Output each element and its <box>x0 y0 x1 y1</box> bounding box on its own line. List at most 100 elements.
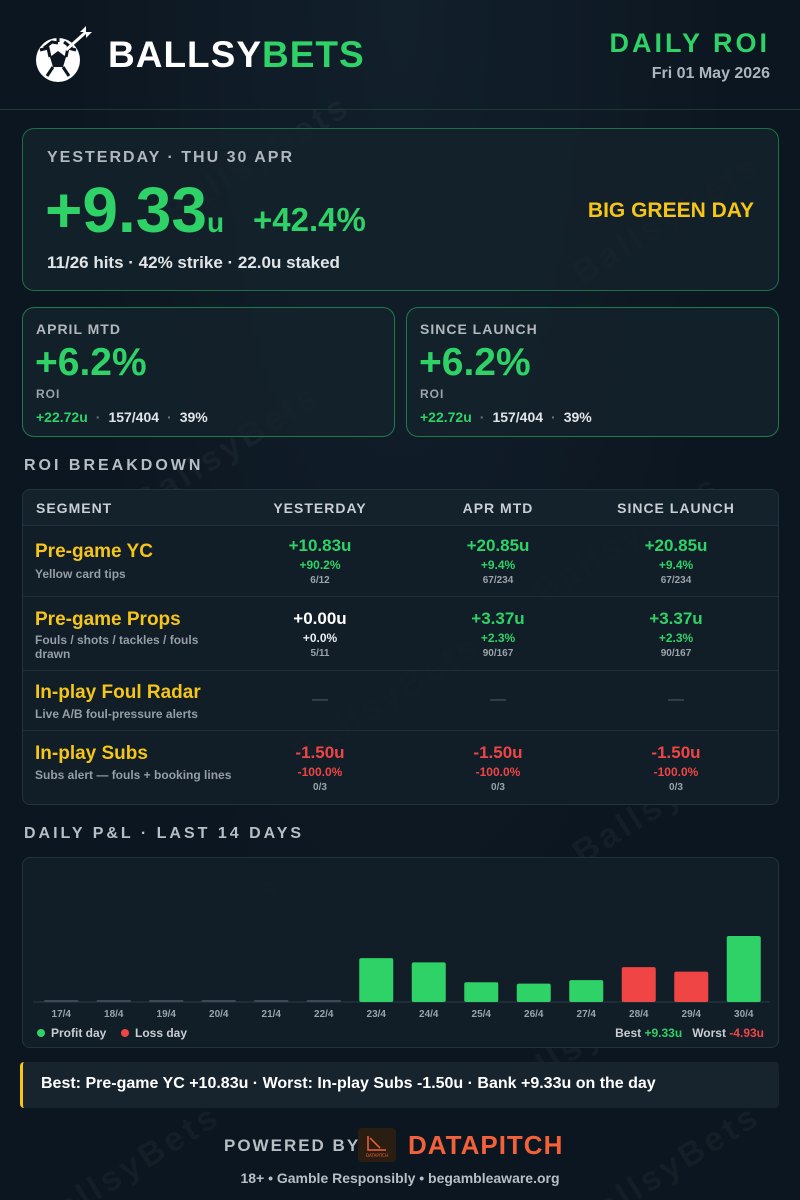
cell-percent: +0.0% <box>302 631 338 645</box>
cell-hits: 0/3 <box>313 782 327 793</box>
table-row: Pre-game YC Yellow card tips +10.83u +90… <box>23 526 778 597</box>
mtd-roi-label: ROI <box>36 387 61 401</box>
header: BALLSYBETS DAILY ROI Fri 01 May 2026 <box>0 0 800 110</box>
page-date: Fri 01 May 2026 <box>651 65 770 82</box>
mtd-stats: +22.72u · 157/404 · 39% <box>36 409 208 425</box>
cell-hits: 0/3 <box>491 782 505 793</box>
mtd-record: 157/404 <box>108 409 160 425</box>
header-apr-mtd: APR MTD <box>462 500 534 516</box>
x-tick-label: 30/4 <box>734 1009 754 1020</box>
cell-units: +3.37u <box>649 609 703 628</box>
summary-text: Best: Pre-game YC +10.83u · Worst: In-pl… <box>41 1075 656 1092</box>
x-tick-label: 28/4 <box>629 1009 649 1020</box>
table-row: In-play Foul Radar Live A/B foul-pressur… <box>23 671 778 731</box>
yesterday-card: YESTERDAY · THU 30 APR +9.33u +42.4% 11/… <box>22 128 779 291</box>
mtd-units: +22.72u <box>36 409 88 425</box>
cell-percent: +2.3% <box>658 631 694 645</box>
cell-units: +10.83u <box>288 536 352 555</box>
yesterday-unit-suffix: u <box>206 207 225 238</box>
best-label: Best <box>615 1026 642 1040</box>
mtd-label: APRIL MTD <box>36 321 121 337</box>
segment-name: In-play Subs <box>35 743 148 764</box>
launch-value: +6.2% <box>419 341 531 384</box>
yesterday-units-value: +9.33 <box>45 174 207 246</box>
table-header: SEGMENT YESTERDAY APR MTD SINCE LAUNCH <box>23 490 778 526</box>
cell-units: -1.50u <box>473 743 523 762</box>
empty-dash: — <box>668 691 684 708</box>
legend-loss-label: Loss day <box>135 1026 188 1040</box>
launch-stats: +22.72u · 157/404 · 39% <box>420 409 592 425</box>
cell-since-launch: -1.50u -100.0% 0/3 <box>601 743 751 793</box>
x-tick-label: 22/4 <box>314 1009 334 1020</box>
launch-record: 157/404 <box>492 409 544 425</box>
launch-label: SINCE LAUNCH <box>420 321 538 337</box>
summary-banner: Best: Pre-game YC +10.83u · Worst: In-pl… <box>20 1062 779 1108</box>
cell-hits: 6/12 <box>310 575 330 586</box>
cell-percent: +2.3% <box>480 631 516 645</box>
cell-apr-mtd: +20.85u +9.4% 67/234 <box>423 536 573 586</box>
segment-name: Pre-game YC <box>35 541 153 562</box>
datapitch-logo-text: DATAPITCH <box>366 1153 388 1158</box>
cell-hits: 67/234 <box>660 575 692 586</box>
launch-card: SINCE LAUNCH +6.2% ROI +22.72u · 157/404 · 3… <box>406 307 779 437</box>
pnl-bar <box>569 980 604 1002</box>
header-since-launch: SINCE LAUNCH <box>617 500 735 516</box>
cell-units: +20.85u <box>466 536 530 555</box>
cell-hits: 67/234 <box>482 575 514 586</box>
brand-green: BETS <box>262 34 365 75</box>
legend-profit: Profit day <box>37 1026 106 1040</box>
cell-percent: -100.0% <box>475 765 521 779</box>
mtd-card: APRIL MTD +6.2% ROI +22.72u · 157/404 · 39% <box>22 307 395 437</box>
worst-label: Worst <box>692 1026 726 1040</box>
x-tick-label: 29/4 <box>682 1009 702 1020</box>
yesterday-stats: 11/26 hits · 42% strike · 22.0u staked <box>47 253 340 272</box>
cell-units: +0.00u <box>293 609 347 628</box>
x-tick-label: 19/4 <box>157 1009 177 1020</box>
yesterday-units: +9.33u <box>45 173 224 247</box>
cell-percent: +9.4% <box>480 558 516 572</box>
cell-units: -1.50u <box>295 743 345 762</box>
pnl-bar <box>674 971 709 1002</box>
cell-hits: 90/167 <box>482 648 514 659</box>
cell-yesterday: +10.83u +90.2% 6/12 <box>245 536 395 586</box>
launch-strike: 39% <box>563 409 592 425</box>
cell-since-launch: +3.37u +2.3% 90/167 <box>601 609 751 659</box>
breakdown-table: SEGMENT YESTERDAY APR MTD SINCE LAUNCH P… <box>22 489 779 805</box>
cell-percent: -100.0% <box>297 765 343 779</box>
table-row: Pre-game Props Fouls / shots / tackles /… <box>23 597 778 671</box>
cell-percent: +9.4% <box>658 558 694 572</box>
cell-units: -1.50u <box>651 743 701 762</box>
pnl-chart: 17/4 18/4 19/4 20/4 21/4 22/4 23/4 24/4 25/4 26/4… <box>22 857 779 1048</box>
cell-percent: +90.2% <box>299 558 341 572</box>
brand-name: BALLSYBETS <box>108 34 365 76</box>
best-worst: Best +9.33u Worst -4.93u <box>615 1026 764 1040</box>
x-tick-label: 24/4 <box>419 1009 439 1020</box>
legend-loss: Loss day <box>121 1026 187 1040</box>
yesterday-label: YESTERDAY · THU 30 APR <box>47 149 295 166</box>
page-title: DAILY ROI <box>609 28 770 58</box>
x-tick-label: 18/4 <box>104 1009 124 1020</box>
segment-desc: Subs alert — fouls + booking lines <box>35 768 232 782</box>
x-tick-label: 23/4 <box>367 1009 387 1020</box>
worst-value: -4.93u <box>729 1026 764 1040</box>
pnl-bar <box>411 962 446 1002</box>
cell-yesterday: -1.50u -100.0% 0/3 <box>245 743 395 793</box>
cell-hits: 90/167 <box>660 648 692 659</box>
cell-hits: 0/3 <box>669 782 683 793</box>
mtd-value: +6.2% <box>35 341 147 384</box>
cell-units: +3.37u <box>471 609 525 628</box>
best-value: +9.33u <box>644 1026 683 1040</box>
mtd-strike: 39% <box>179 409 208 425</box>
cell-hits: 5/11 <box>310 648 330 659</box>
segment-name: In-play Foul Radar <box>35 682 201 703</box>
table-row: In-play Subs Subs alert — fouls + bookin… <box>23 731 778 804</box>
empty-dash: — <box>490 691 506 708</box>
x-tick-label: 21/4 <box>262 1009 282 1020</box>
header-segment: SEGMENT <box>36 500 113 516</box>
pnl-bar <box>726 936 761 1002</box>
launch-units: +22.72u <box>420 409 472 425</box>
powered-by-label: POWERED BY <box>224 1136 361 1155</box>
cell-apr-mtd: -1.50u -100.0% 0/3 <box>423 743 573 793</box>
segment-name: Pre-game Props <box>35 609 181 630</box>
yesterday-percent: +42.4% <box>253 201 366 238</box>
